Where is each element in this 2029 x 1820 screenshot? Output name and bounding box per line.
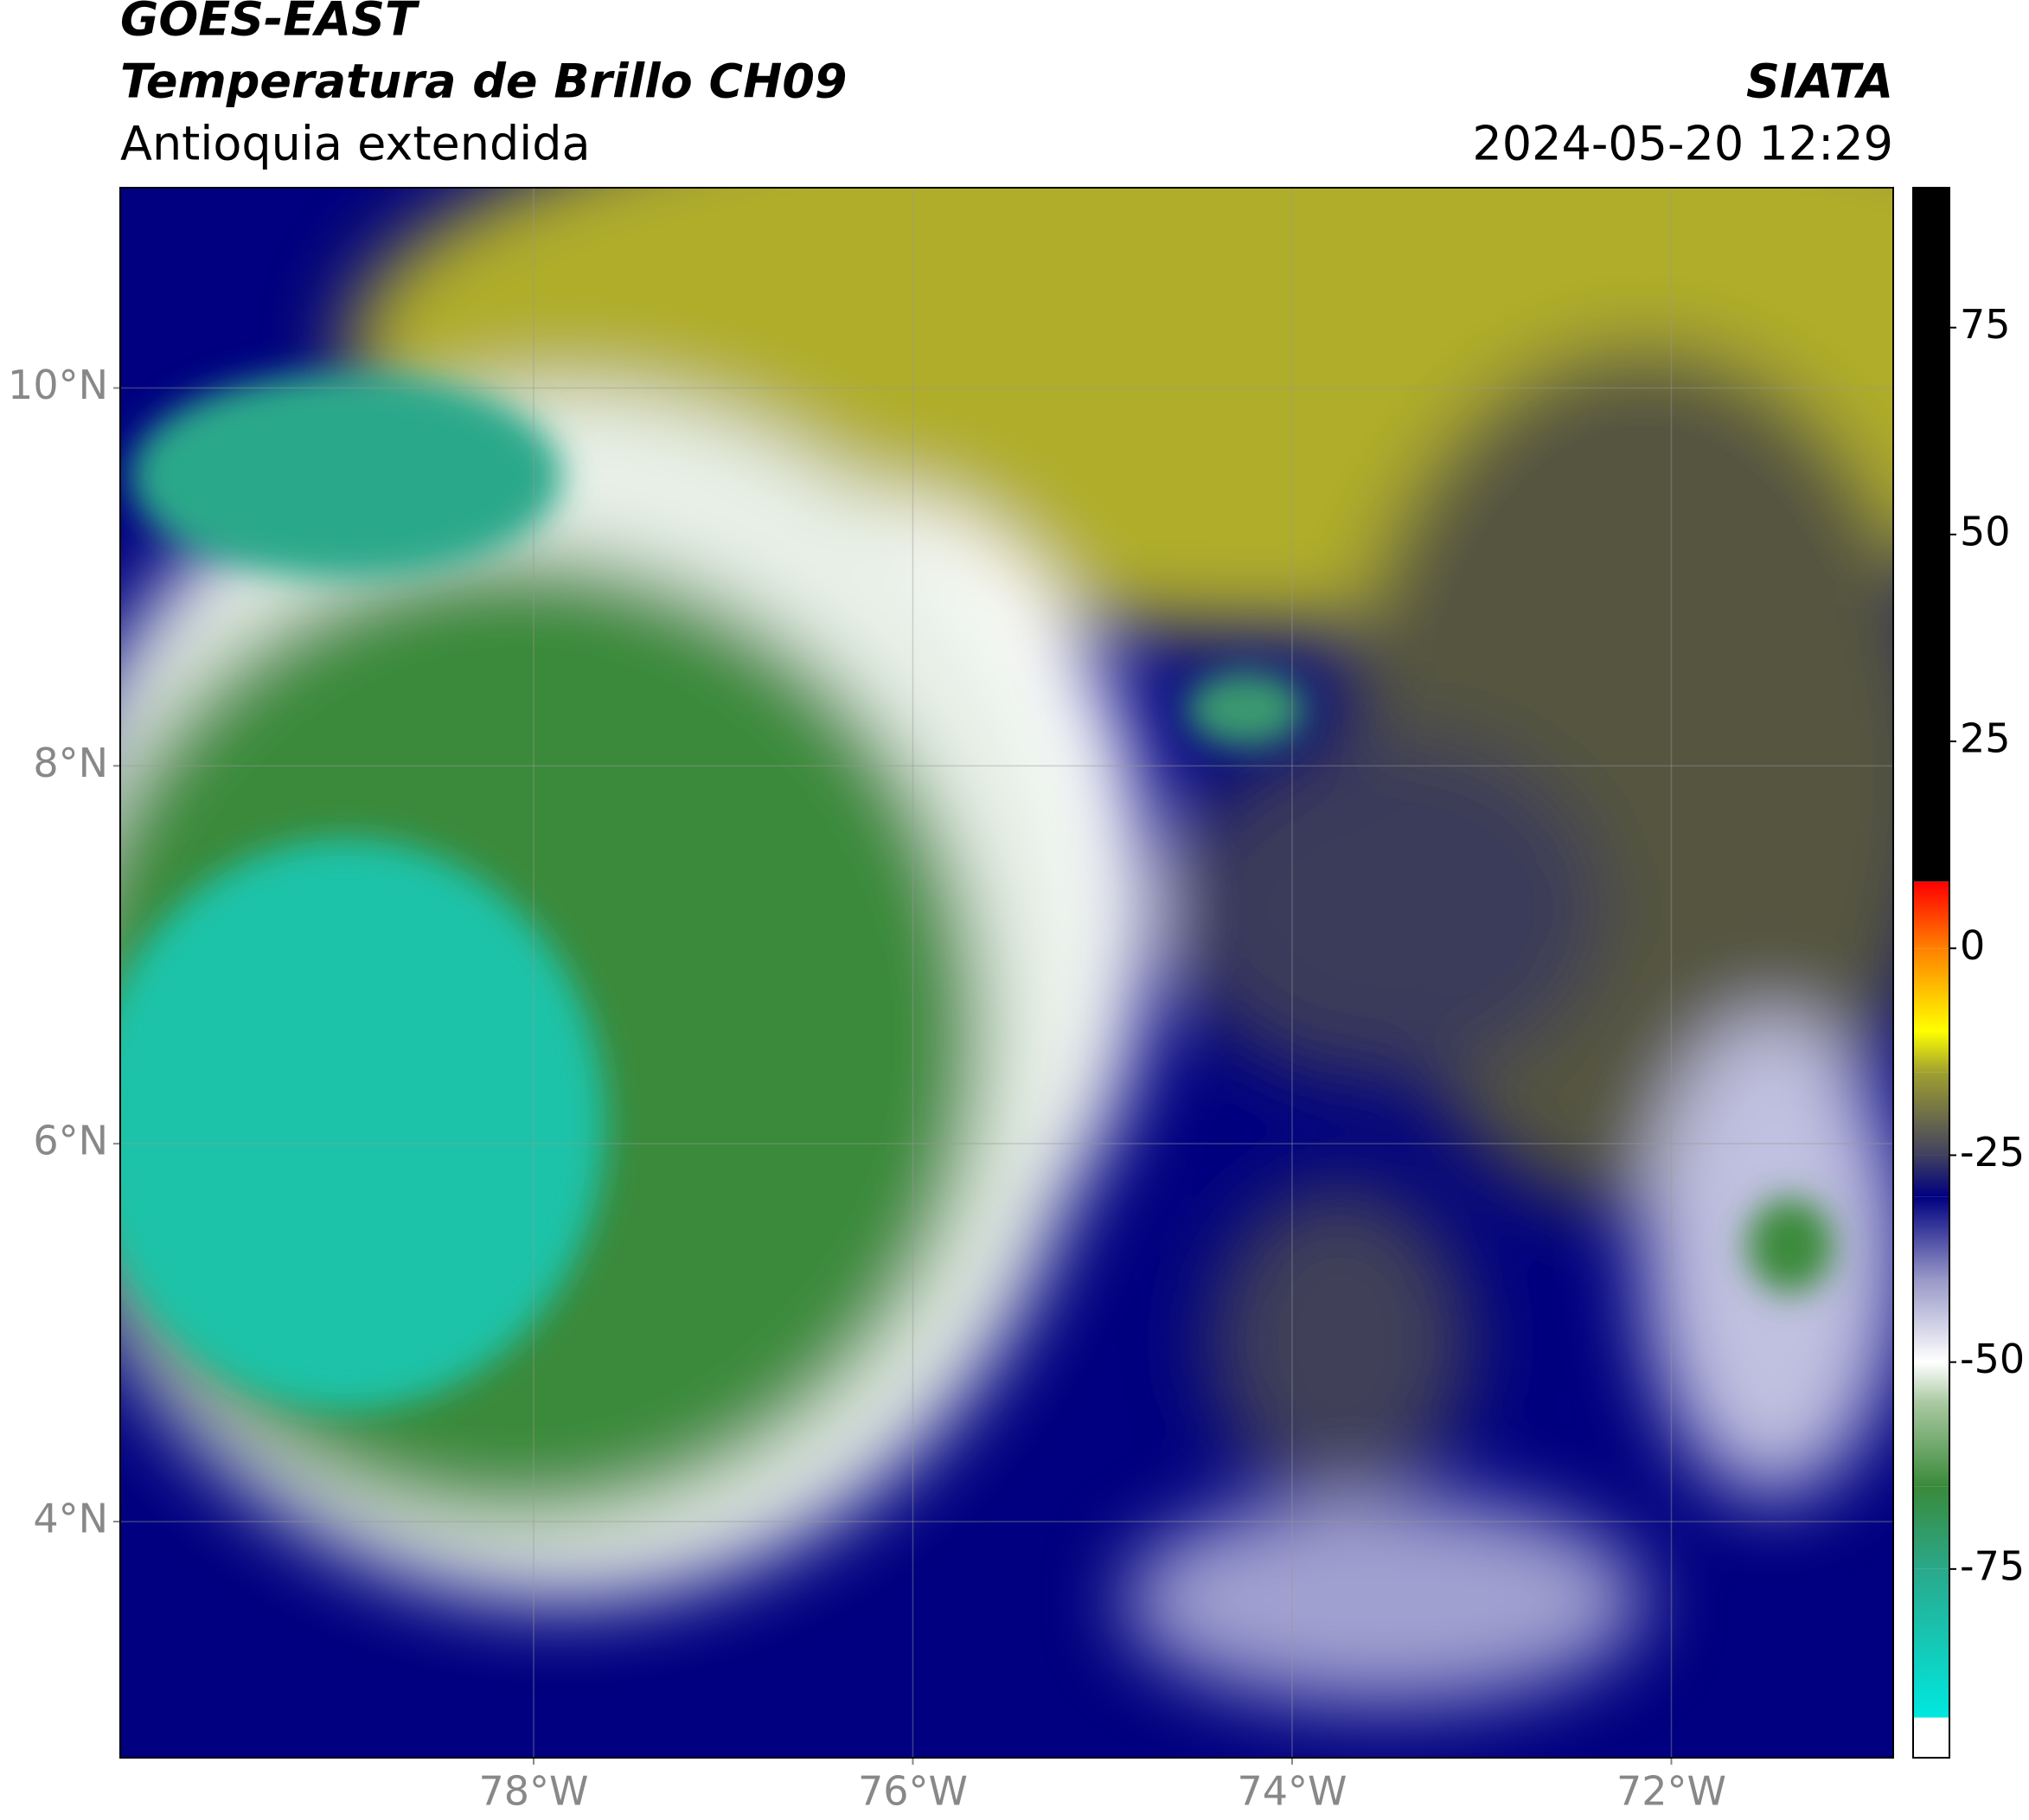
colorbar-segment [1913, 1362, 1949, 1404]
title-line: GOES-EAST [120, 0, 420, 47]
colorbar-segment [1913, 1072, 1949, 1156]
colorbar-segment [1913, 1155, 1949, 1197]
colorbar-tick-label: 75 [1960, 301, 2011, 348]
x-tick-label: 78°W [478, 1768, 588, 1815]
colorbar-tick-label: -75 [1960, 1542, 2025, 1589]
colorbar-segment [1913, 881, 1949, 882]
colorbar-segment [1913, 1717, 1949, 1719]
colorbar-segment [1913, 1403, 1949, 1487]
colorbar-segment [1913, 188, 1949, 881]
x-tick-label: 74°W [1237, 1768, 1347, 1815]
colorbar-tick-label: -25 [1960, 1129, 2025, 1176]
x-tick-label: 76°W [858, 1768, 968, 1815]
y-tick-label: 10°N [8, 362, 108, 408]
agency: SIATA [1746, 54, 1893, 109]
title-line: Temperatura de Brillo CH09 [120, 54, 848, 109]
y-tick-label: 4°N [33, 1495, 108, 1541]
y-tick-label: 6°N [33, 1118, 108, 1164]
colorbar-frame [1912, 187, 1950, 1759]
colorbar-tick-label: -50 [1960, 1336, 2025, 1382]
colorbar-tick-label: 0 [1960, 922, 1985, 969]
colorbar-tick-label: 25 [1960, 715, 2011, 762]
colorbar-segment [1913, 1030, 1949, 1073]
colorbar-tick-label: 50 [1960, 508, 2011, 554]
colorbar-segment [1913, 1718, 1949, 1758]
x-tick-label: 72°W [1616, 1768, 1726, 1815]
map-frame [119, 187, 1894, 1759]
colorbar-segment [1913, 1568, 1949, 1718]
colorbar-segment [1913, 1196, 1949, 1279]
colorbar-segment [1913, 1486, 1949, 1569]
y-tick-label: 8°N [33, 740, 108, 786]
timestamp: 2024-05-20 12:29 [1472, 117, 1893, 171]
colorbar-segment [1913, 948, 1949, 1031]
colorbar-segment [1913, 881, 1949, 949]
satellite-image [120, 188, 1893, 1758]
subtitle: Antioquia extendida [120, 117, 591, 171]
colorbar-segment [1913, 1278, 1949, 1362]
